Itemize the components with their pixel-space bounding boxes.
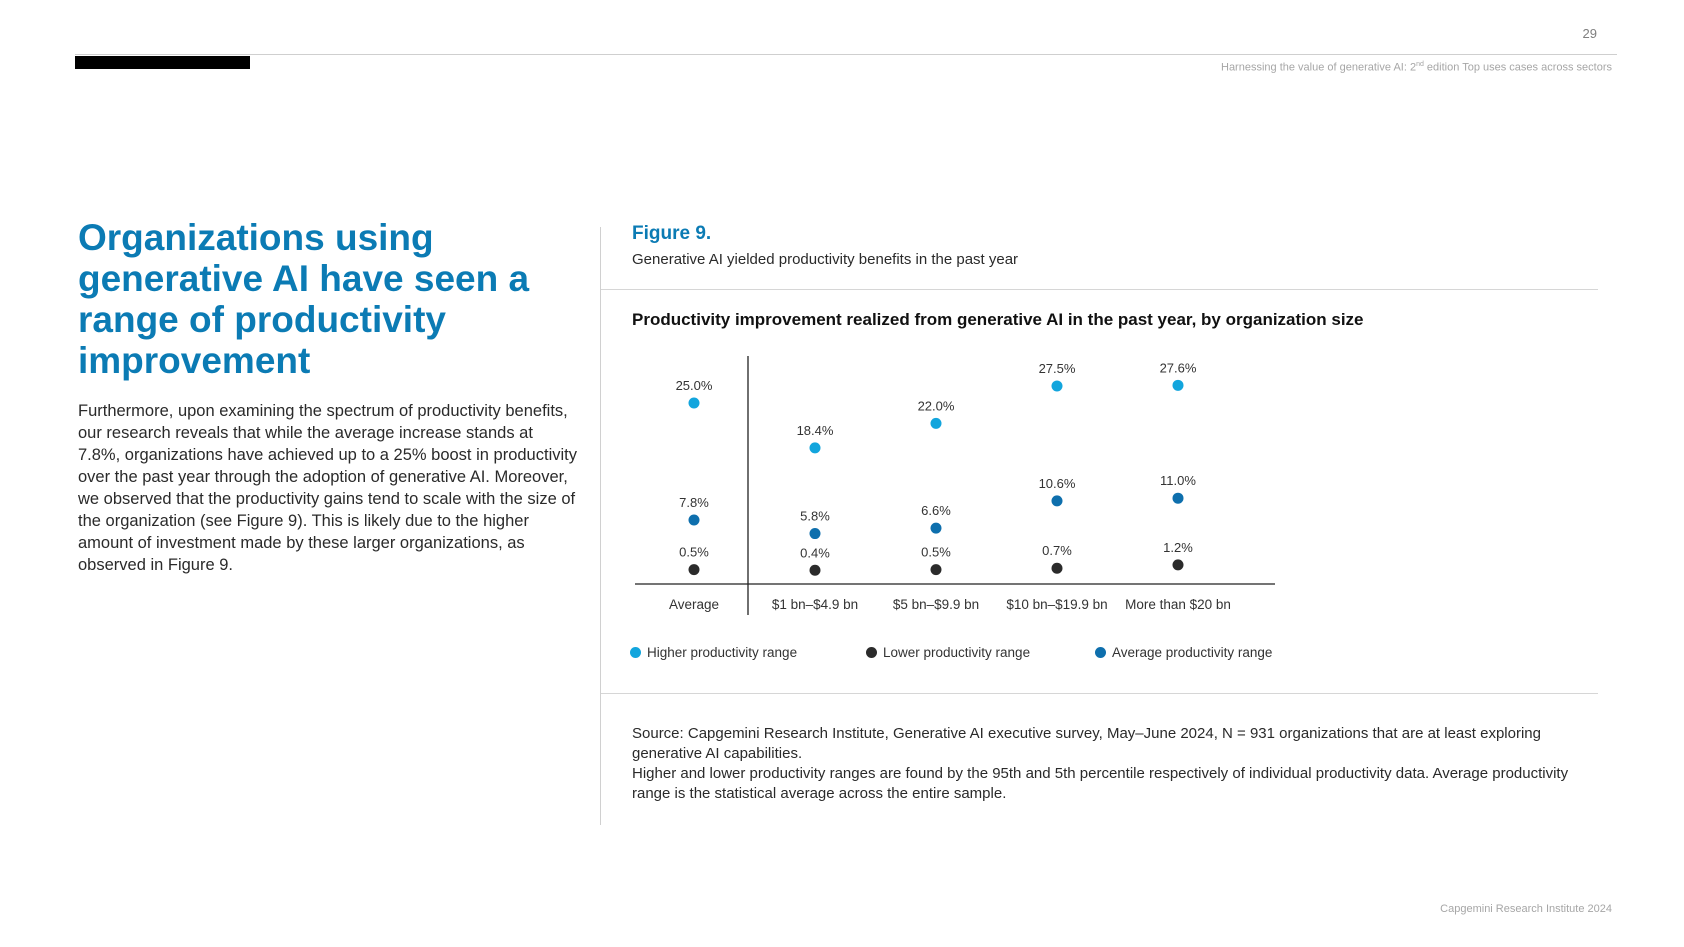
body-paragraph: Furthermore, upon examining the spectrum…	[78, 402, 577, 574]
legend-item-average: Average productivity range	[1095, 645, 1272, 660]
point-lower	[930, 564, 942, 576]
data-label-lower: 0.7%	[1042, 543, 1072, 558]
x-tick-label: Average	[669, 597, 719, 612]
legend-label-average: Average productivity range	[1112, 645, 1273, 660]
data-label-lower: 0.5%	[679, 545, 709, 560]
page-number: 29	[1582, 26, 1597, 41]
column-divider	[600, 227, 601, 825]
point-higher	[1172, 379, 1184, 391]
point-average	[1172, 492, 1184, 504]
data-label-higher: 22.0%	[918, 398, 955, 413]
legend-swatch-average	[1095, 647, 1106, 658]
legend-swatch-lower	[866, 647, 877, 658]
x-tick-label: $10 bn–$19.9 bn	[1006, 597, 1107, 612]
page-footer: Capgemini Research Institute 2024	[1440, 903, 1612, 915]
header-rule	[75, 54, 1617, 55]
legend-label-lower: Lower productivity range	[883, 645, 1031, 660]
point-higher	[688, 397, 700, 409]
figure-label: Figure 9.	[632, 223, 712, 244]
running-header-part-2: edition Top uses cases across sectors	[1423, 61, 1612, 74]
legend-swatch-higher	[630, 647, 641, 658]
point-lower	[1172, 559, 1184, 571]
header-accent-bar	[75, 56, 250, 69]
chart-legend: Higher productivity range Lower producti…	[630, 645, 1330, 665]
page-headline: Organizations using generative AI have s…	[78, 217, 530, 381]
data-label-lower: 0.4%	[800, 545, 830, 560]
point-lower	[688, 564, 700, 576]
data-label-higher: 18.4%	[797, 423, 834, 438]
data-label-average: 6.6%	[921, 503, 951, 518]
legend-item-higher: Higher productivity range	[630, 645, 797, 660]
data-label-higher: 27.5%	[1039, 361, 1076, 376]
point-higher	[1051, 380, 1063, 392]
source-line-2: Higher and lower productivity ranges are…	[632, 765, 1569, 802]
data-label-higher: 25.0%	[676, 378, 713, 393]
data-label-lower: 1.2%	[1163, 540, 1193, 555]
point-lower	[1051, 562, 1063, 574]
running-header-part-1: Harnessing the value of generative AI: 2	[1221, 61, 1417, 74]
point-higher	[809, 442, 821, 454]
x-tick-label: $5 bn–$9.9 bn	[893, 597, 979, 612]
running-header: Harnessing the value of generative AI: 2…	[1221, 61, 1612, 74]
figure-caption: Generative AI yielded productivity benef…	[632, 251, 1019, 268]
data-label-average: 5.8%	[800, 509, 830, 524]
point-average	[930, 522, 942, 534]
data-label-average: 7.8%	[679, 495, 709, 510]
source-line-1: Source: Capgemini Research Institute, Ge…	[632, 725, 1541, 762]
x-tick-label: $1 bn–$4.9 bn	[772, 597, 858, 612]
x-tick-label: More than $20 bn	[1125, 597, 1231, 612]
data-label-higher: 27.6%	[1160, 360, 1197, 375]
point-higher	[930, 417, 942, 429]
source-note: Source: Capgemini Research Institute, Ge…	[632, 724, 1602, 804]
point-lower	[809, 564, 821, 576]
point-average	[1051, 495, 1063, 507]
chart-title: Productivity improvement realized from g…	[632, 310, 1364, 329]
data-label-average: 11.0%	[1160, 473, 1196, 488]
legend-label-higher: Higher productivity range	[647, 645, 798, 660]
point-average	[688, 514, 700, 526]
running-header-sup: nd	[1416, 61, 1424, 68]
data-label-average: 10.6%	[1039, 476, 1076, 491]
figure-bottom-rule	[601, 693, 1598, 694]
figure-top-rule	[601, 289, 1598, 290]
data-label-lower: 0.5%	[921, 545, 951, 560]
point-average	[809, 528, 821, 540]
legend-item-lower: Lower productivity range	[866, 645, 1030, 660]
